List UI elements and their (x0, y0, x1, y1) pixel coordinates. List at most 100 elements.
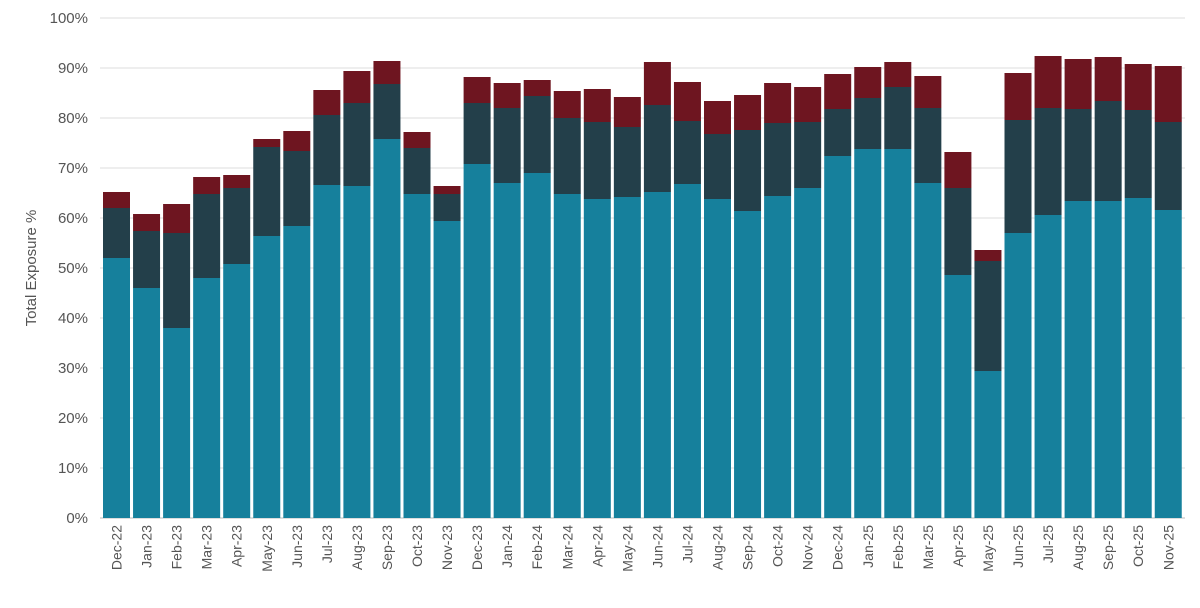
bar-segment-Feb-25-s2 (884, 87, 912, 149)
bar-segment-Jul-23-s3 (313, 90, 341, 115)
bar-segment-Oct-24-s3 (764, 83, 792, 123)
bar-segment-Oct-23-s1 (403, 194, 431, 518)
x-tick-label: Sep-24 (740, 525, 756, 570)
bar-segment-Dec-22-s3 (103, 192, 130, 208)
x-tick-label: Apr-25 (950, 525, 966, 567)
x-tick-label: Feb-25 (890, 525, 906, 570)
bar-segment-Dec-24-s3 (824, 74, 852, 109)
bar-segment-Jun-23-s3 (283, 131, 311, 151)
bar-segment-Apr-25-s1 (944, 275, 972, 518)
x-tick-label: Aug-23 (349, 525, 365, 570)
bar-segment-Mar-25-s1 (914, 183, 942, 518)
y-tick-label: 30% (58, 360, 88, 377)
x-tick-label: Sep-25 (1100, 525, 1116, 570)
bar-segment-Jun-23-s1 (283, 226, 311, 518)
bar-segment-Apr-25-s3 (944, 152, 972, 188)
bar-segment-Oct-23-s3 (403, 132, 431, 148)
x-tick-label: Nov-25 (1160, 525, 1176, 570)
bar-segment-Apr-24-s1 (583, 199, 611, 518)
x-tick-label: Jun-23 (289, 525, 305, 568)
bar-segment-Jun-24-s3 (643, 62, 671, 105)
bar-segment-Feb-24-s1 (523, 173, 551, 518)
bar-segment-Sep-23-s1 (373, 139, 401, 518)
bar-segment-Jul-23-s1 (313, 185, 341, 518)
bar-segment-Jun-25-s1 (1004, 233, 1032, 518)
bar-segment-Dec-23-s2 (463, 103, 491, 164)
bar-segment-Jan-25-s1 (854, 149, 882, 518)
y-tick-label: 70% (58, 160, 88, 177)
bar-segment-Dec-24-s2 (824, 109, 852, 156)
bar-segment-Nov-24-s2 (794, 122, 822, 188)
bar-segment-Jan-25-s3 (854, 67, 882, 98)
bar-segment-May-24-s3 (613, 97, 641, 127)
x-axis-ticks: Dec-22 Jan-23 Feb-23 Mar-23 Apr-23 May-23 Jun-… (109, 525, 1177, 572)
bar-segment-Feb-23-s3 (163, 204, 191, 233)
bar-segment-May-25-s3 (974, 250, 1002, 261)
x-tick-label: Oct-24 (770, 525, 786, 567)
bar-segment-Jun-25-s3 (1004, 73, 1032, 120)
bar-segment-Nov-23-s2 (433, 194, 461, 221)
bar-segment-Nov-25-s3 (1154, 66, 1182, 122)
y-tick-label: 20% (58, 410, 88, 427)
bar-segment-Jul-24-s3 (673, 82, 701, 121)
bar-segment-Feb-24-s3 (523, 80, 551, 96)
bars (103, 56, 1182, 518)
bar-segment-Feb-24-s2 (523, 96, 551, 173)
bar-segment-Aug-25-s2 (1064, 109, 1092, 201)
bar-segment-Jul-24-s1 (673, 184, 701, 518)
x-tick-label: Apr-24 (589, 525, 605, 567)
bar-segment-Jan-23-s1 (133, 288, 161, 518)
x-tick-label: May-23 (259, 525, 275, 572)
bar-segment-Sep-25-s2 (1094, 101, 1122, 201)
x-tick-label: May-25 (980, 525, 996, 572)
y-tick-label: 60% (58, 210, 88, 227)
bar-segment-Jul-25-s3 (1034, 56, 1062, 108)
bar-segment-May-25-s1 (974, 371, 1002, 518)
bar-segment-Sep-23-s3 (373, 61, 401, 84)
x-tick-label: Jan-25 (860, 525, 876, 568)
x-tick-label: Jul-24 (679, 525, 695, 563)
bar-segment-Nov-23-s3 (433, 186, 461, 194)
bar-segment-May-24-s2 (613, 127, 641, 197)
bar-segment-Dec-23-s1 (463, 164, 491, 518)
bar-segment-Aug-25-s1 (1064, 201, 1092, 518)
x-tick-label: Aug-25 (1070, 525, 1086, 570)
bar-segment-Aug-24-s1 (704, 199, 731, 518)
bar-segment-Oct-25-s1 (1124, 198, 1152, 518)
x-tick-label: Jul-23 (319, 525, 335, 563)
x-tick-label: Aug-24 (710, 525, 726, 570)
y-tick-label: 100% (50, 10, 88, 27)
x-tick-label: Dec-23 (469, 525, 485, 570)
x-tick-label: Nov-23 (439, 525, 455, 570)
bar-segment-Nov-23-s1 (433, 221, 461, 518)
y-tick-label: 80% (58, 110, 88, 127)
bar-segment-Jan-23-s3 (133, 214, 161, 231)
x-tick-label: Dec-22 (109, 525, 125, 570)
bar-segment-Oct-24-s1 (764, 196, 792, 518)
x-tick-label: Mar-24 (559, 525, 575, 570)
bar-segment-Jun-25-s2 (1004, 120, 1032, 233)
bar-segment-Dec-24-s1 (824, 156, 852, 518)
bar-segment-Dec-22-s1 (103, 258, 130, 518)
x-tick-label: Jul-25 (1040, 525, 1056, 563)
bar-segment-Apr-23-s1 (223, 264, 251, 518)
x-tick-label: Feb-24 (529, 525, 545, 570)
bar-segment-Aug-25-s3 (1064, 59, 1092, 109)
bar-segment-Nov-25-s2 (1154, 122, 1182, 210)
bar-segment-Sep-25-s3 (1094, 57, 1122, 101)
bar-segment-May-23-s1 (253, 236, 281, 518)
x-tick-label: Jun-25 (1010, 525, 1026, 568)
x-tick-label: Jan-23 (139, 525, 155, 568)
y-tick-label: 10% (58, 460, 88, 477)
bar-segment-Feb-23-s1 (163, 328, 191, 518)
y-tick-label: 40% (58, 310, 88, 327)
bar-segment-Jan-24-s2 (493, 108, 521, 183)
bar-segment-Apr-24-s2 (583, 122, 611, 199)
bar-segment-Aug-24-s3 (704, 101, 731, 134)
bar-segment-Mar-23-s2 (193, 194, 221, 278)
x-tick-label: Feb-23 (169, 525, 185, 570)
gridlines (100, 17, 1185, 519)
bar-segment-Mar-25-s2 (914, 108, 942, 183)
bar-segment-Sep-24-s2 (734, 130, 762, 211)
